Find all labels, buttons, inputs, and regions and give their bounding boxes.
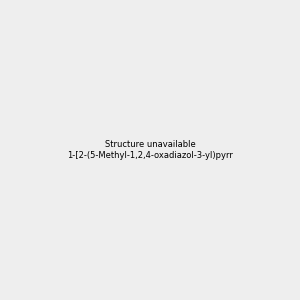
Text: Structure unavailable
1-[2-(5-Methyl-1,2,4-oxadiazol-3-yl)pyrr: Structure unavailable 1-[2-(5-Methyl-1,2…: [67, 140, 233, 160]
